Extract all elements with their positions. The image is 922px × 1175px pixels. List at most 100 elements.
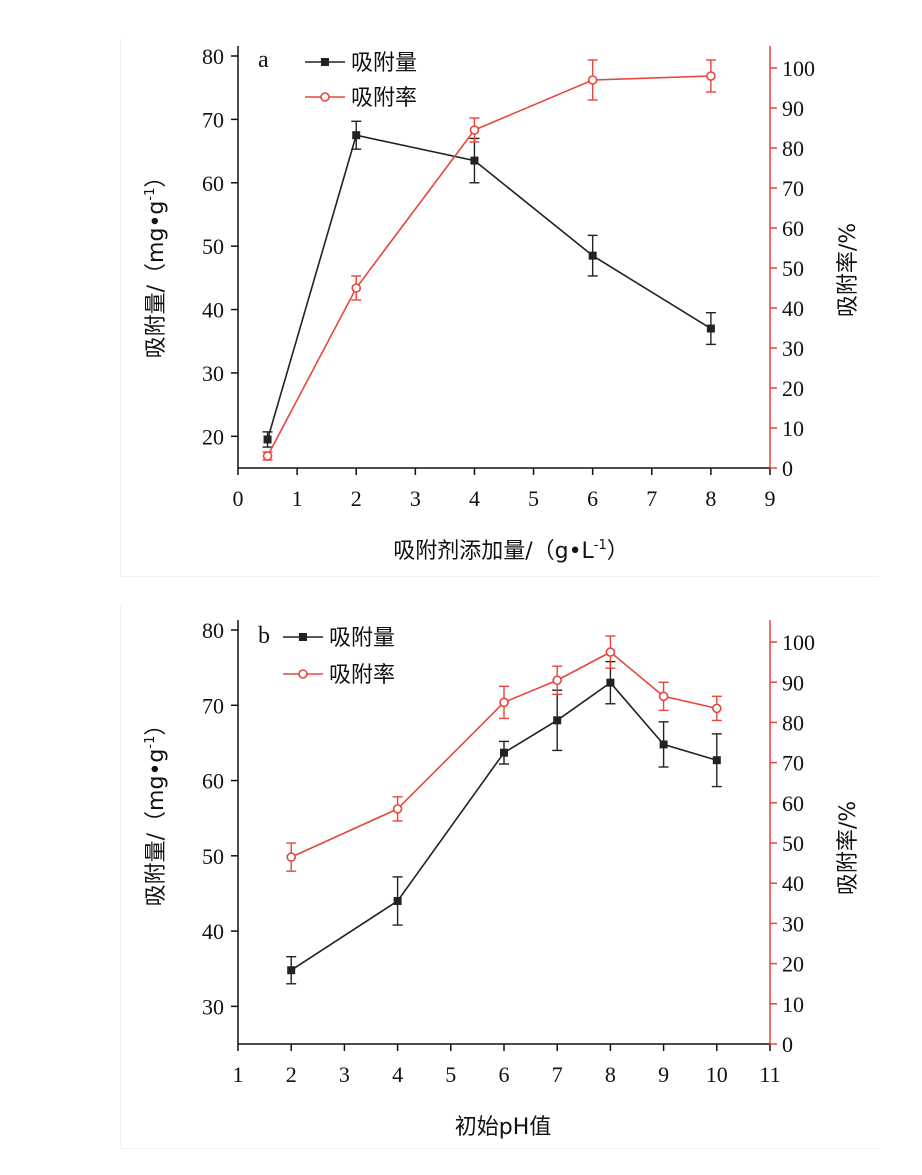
chart-b-adsorption-capacity-point [287,966,296,975]
chart-a-adsorption-rate-legend-marker [320,92,330,102]
chart-a-y-right-tick-label: 80 [782,136,804,161]
chart-b-adsorption-rate-legend-label: 吸附率 [329,663,395,688]
chart-b-y-right-tick-label: 80 [782,710,804,735]
chart-a-y-right-tick-label: 70 [782,176,804,201]
chart-b-adsorption-capacity-line [290,681,718,971]
chart-a-adsorption-rate-point [706,71,716,81]
chart-b-adsorption-capacity-point [659,740,668,749]
chart-a-adsorption-rate-point [351,283,362,293]
chart-a-y-right-axis-title: 吸附率/% [836,223,861,317]
chart-b-adsorption-rate-point [552,675,563,686]
chart-a-y-left-tick-label: 60 [202,171,224,196]
chart-b-adsorption-capacity-point [500,748,508,757]
chart-b-x-tick-label: 5 [445,1062,456,1087]
chart-a-x-tick-label: 2 [351,486,362,511]
chart-b-adsorption-capacity-point [606,678,615,687]
chart-b-y-left-tick-label: 30 [202,994,224,1019]
chart-b-y-right-tick-label: 60 [782,791,804,816]
chart-a-y-left-tick-label: 80 [202,44,224,69]
chart-a-x-tick-label: 1 [292,486,303,511]
chart-b-adsorption-capacity-point [553,716,562,725]
chart-b-x-tick-label: 10 [706,1062,728,1087]
chart-a-y-right-tick-label: 30 [782,336,804,361]
chart-a-x-tick-label: 7 [646,486,657,511]
chart-a-adsorption-capacity-legend-marker [321,58,329,66]
chart-a-y-right-tick-label: 40 [782,296,804,321]
panel-b-background [120,604,879,1149]
chart-b-y-left-tick-label: 70 [202,693,224,718]
chart-b-adsorption-rate-point [286,852,297,862]
chart-a-x-axis-title: 吸附剂添加量/（g•L-1） [393,538,629,564]
chart-a-adsorption-capacity-point [263,435,272,444]
chart-a-panel-letter: a [258,47,269,73]
chart-b-y-left-tick-label: 50 [202,844,224,869]
chart-b-adsorption-rate-point [605,647,616,657]
chart-b-y-right-tick-label: 0 [782,1032,793,1057]
chart-a-x-tick-label: 6 [587,486,598,511]
chart-b-y-left-tick-label: 60 [202,769,224,794]
chart-a-x-tick-label: 5 [528,486,539,511]
chart-b-y-right-tick-label: 50 [782,831,804,856]
chart-b-adsorption-rate-point [392,804,403,814]
chart-a-y-right-tick-label: 50 [782,256,804,281]
chart-b-x-tick-label: 7 [552,1062,563,1087]
chart-a-x-tick-label: 3 [410,486,421,511]
chart-b-adsorption-rate-point [711,703,722,714]
chart-b-x-tick-label: 6 [499,1062,510,1087]
chart-a-y-right-tick-label: 10 [782,416,804,441]
chart-b-y-left-tick-label: 40 [202,919,224,944]
chart-a-y-left-tick-label: 20 [202,424,224,449]
chart-a-adsorption-capacity-legend-label: 吸附量 [351,51,417,76]
chart-a-x-tick-label: 9 [765,486,776,511]
chart-a-adsorption-capacity-point [706,324,715,333]
chart-b-x-tick-label: 1 [233,1062,244,1087]
chart-b-y-right-axis-title: 吸附率/% [836,801,861,895]
chart-b-y-right-tick-label: 10 [782,992,804,1017]
chart-a: 0 1 2 3 4 5 6 7 8 9 20 30 40 50 60 70 80 0 10 20 30 40 50 60 70 8… [143,44,861,564]
chart-b-y-left-axis-title: 吸附量/（mg•g-1） [143,714,169,907]
chart-a-x-tick-label: 4 [469,486,480,511]
chart-b-x-tick-label: 9 [658,1062,669,1087]
chart-a-y-right-tick-label: 20 [782,376,804,401]
chart-a-y-left-tick-label: 70 [202,107,224,132]
chart-a-y-right-tick-label: 60 [782,216,804,241]
chart-a-y-right-tick-label: 100 [782,56,815,81]
chart-b-adsorption-capacity-legend-marker [299,633,307,641]
chart-a-y-left-axis-title: 吸附量/（mg•g-1） [143,166,169,359]
chart-a-y-right-tick-label: 90 [782,96,804,121]
chart-a-y-left-tick-label: 30 [202,361,224,386]
chart-b-adsorption-rate-point [658,691,669,702]
chart-b-y-right-tick-label: 30 [782,911,804,936]
chart-a-adsorption-capacity-point [470,156,479,165]
chart-b-panel-letter: b [258,623,270,649]
chart-b-adsorption-capacity-point [712,756,721,765]
chart-b-y-left-tick-label: 80 [202,618,224,643]
chart-b-x-tick-label: 8 [605,1062,616,1087]
chart-b-y-right-tick-label: 70 [782,751,804,776]
chart-b-y-right-tick-label: 20 [782,952,804,977]
chart-a-adsorption-capacity-point [588,251,597,260]
chart-a-y-right-tick-label: 0 [782,456,793,481]
chart-b-y-right-tick-label: 100 [782,630,815,655]
chart-a-y-left-tick-label: 40 [202,298,224,323]
chart-b-x-tick-label: 2 [286,1062,297,1087]
chart-a-adsorption-rate-point [262,451,273,461]
chart-b-adsorption-capacity-legend-label: 吸附量 [329,626,395,651]
chart-a-x-tick-label: 8 [705,486,716,511]
chart-b-adsorption-capacity-point [393,896,402,905]
chart-b-x-axis-title: 初始pH值 [455,1115,552,1140]
chart-a-x-tick-label: 0 [233,486,244,511]
chart-b-adsorption-rate-point [499,697,509,708]
chart-b-adsorption-rate-legend-marker [298,669,308,679]
panel-a-background [120,38,879,577]
chart-a-y-left-tick-label: 50 [202,234,224,259]
chart-b-x-tick-label: 4 [392,1062,403,1087]
chart-a-adsorption-rate-point [469,125,480,135]
chart-a-adsorption-rate-point [587,75,598,85]
chart-b-x-tick-label: 11 [759,1062,780,1087]
chart-b-y-right-tick-label: 40 [782,871,804,896]
chart-a-adsorption-capacity-point [352,131,361,140]
chart-b-x-tick-label: 3 [339,1062,350,1087]
chart-b-y-right-tick-label: 90 [782,670,804,695]
